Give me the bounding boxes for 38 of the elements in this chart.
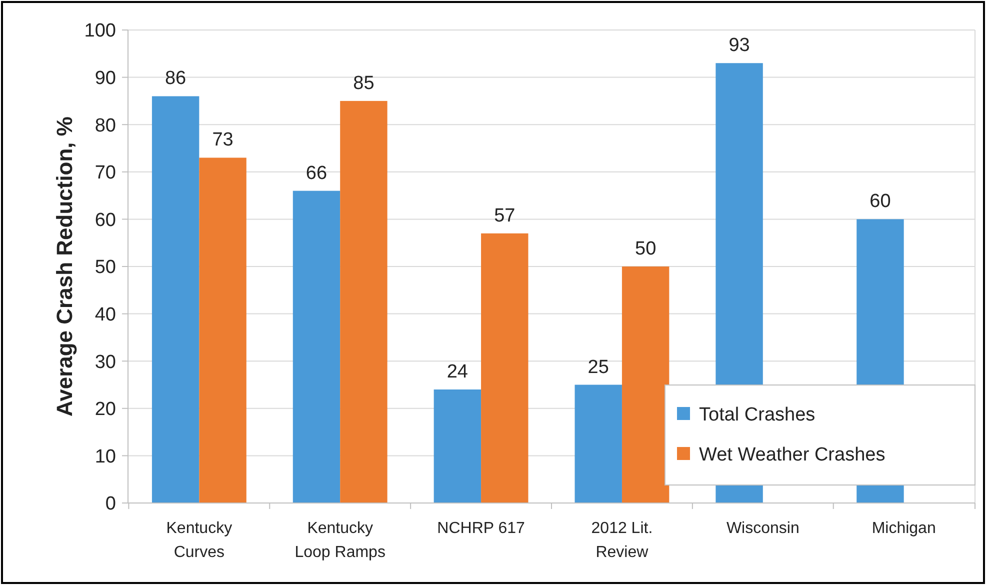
data-label: 66 — [306, 162, 328, 184]
data-label: 57 — [494, 205, 516, 226]
bar — [152, 96, 200, 503]
y-axis-title: Average Crash Reduction, % — [52, 116, 77, 416]
data-label: 85 — [353, 72, 374, 94]
x-tick-label: Wisconsin — [726, 520, 800, 537]
y-tick-label: 50 — [94, 257, 116, 278]
data-label: 25 — [588, 356, 609, 378]
data-label: 24 — [446, 361, 468, 382]
legend-label: Total Crashes — [699, 404, 816, 426]
legend-label: Wet Weather Crashes — [699, 444, 886, 466]
y-tick-label: 70 — [94, 162, 116, 184]
y-tick-label: 10 — [94, 446, 116, 468]
data-label: 60 — [870, 191, 891, 212]
y-tick-label: 30 — [94, 352, 116, 373]
x-tick-label: Michigan — [872, 520, 936, 537]
bar — [199, 158, 246, 503]
bar — [434, 389, 482, 503]
y-tick-label: 80 — [94, 115, 116, 136]
data-label: 86 — [164, 68, 186, 90]
y-tick-label: 100 — [84, 20, 116, 42]
y-tick-label: 20 — [94, 399, 116, 420]
bar — [292, 190, 340, 503]
bar — [622, 266, 670, 503]
data-label: 93 — [728, 35, 750, 56]
y-tick-label: 0 — [105, 494, 116, 515]
x-tick-label: 2012 Lit. Review — [591, 520, 653, 561]
data-label: 50 — [635, 238, 656, 260]
x-tick-label: Kentucky Loop Ramps — [294, 520, 386, 561]
bar — [481, 233, 528, 503]
data-label: 73 — [212, 130, 234, 151]
x-tick-label: Kentucky Curves — [166, 520, 232, 561]
y-tick-label: 60 — [94, 210, 116, 231]
y-tick-label: 40 — [94, 304, 116, 326]
y-tick-label: 90 — [94, 68, 116, 89]
bar — [574, 384, 622, 503]
bar — [340, 100, 388, 503]
x-tick-label: NCHRP 617 — [437, 520, 526, 537]
